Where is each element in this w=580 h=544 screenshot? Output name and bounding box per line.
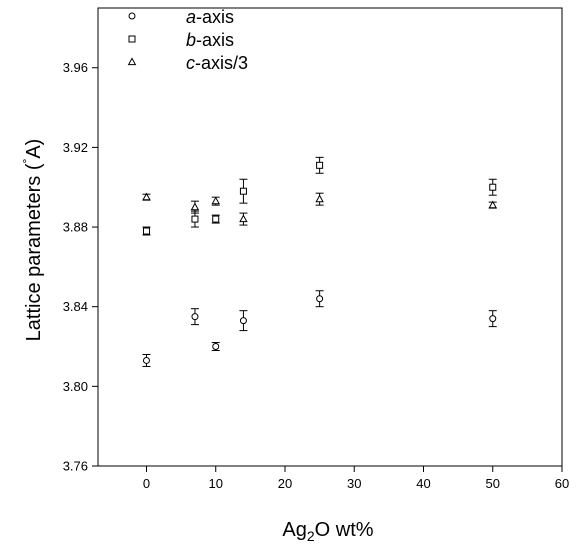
legend-marker-triangle <box>127 57 137 66</box>
axis-ticks <box>92 67 563 472</box>
data-point-circle <box>489 315 497 323</box>
plot-area-border <box>97 7 563 467</box>
plot-frame <box>97 7 563 467</box>
x-tick-label: 20 <box>278 476 292 491</box>
y-axis-title: Lattice parameters (°A) <box>20 139 45 342</box>
series-triangle <box>142 192 497 226</box>
data-series <box>142 156 497 367</box>
legend-marker-circle <box>128 12 136 20</box>
y-tick-label: 3.84 <box>63 299 88 314</box>
y-tick-label: 3.92 <box>63 140 88 155</box>
series-circle <box>142 290 497 367</box>
data-point-circle <box>212 343 220 351</box>
x-tick-label: 50 <box>486 476 500 491</box>
data-point-triangle <box>211 196 220 205</box>
data-point-triangle <box>142 192 151 201</box>
y-tick-label: 3.96 <box>63 60 88 75</box>
y-tick-label: 3.76 <box>63 459 88 474</box>
data-point-triangle <box>239 214 248 223</box>
data-point-circle <box>239 317 247 325</box>
data-point-square <box>212 215 220 223</box>
y-tick-label: 3.80 <box>63 379 88 394</box>
data-point-circle <box>191 313 199 321</box>
legend: a-axis b-axis c-axis/3 <box>127 7 248 73</box>
data-point-square <box>239 187 247 195</box>
x-axis-title: Ag2O wt% <box>282 519 373 544</box>
legend-label-square: b-axis <box>186 30 234 50</box>
data-point-triangle <box>488 200 497 209</box>
data-point-square <box>489 183 497 191</box>
data-point-square <box>191 215 199 223</box>
x-tick-label: 60 <box>555 476 569 491</box>
legend-marker-square <box>128 35 136 43</box>
data-point-triangle <box>315 194 324 203</box>
data-point-triangle <box>190 202 200 211</box>
legend-label-triangle: c-axis/3 <box>186 53 248 73</box>
legend-label-circle: a-axis <box>186 7 234 27</box>
x-tick-label: 10 <box>208 476 222 491</box>
data-point-circle <box>142 356 150 364</box>
x-tick-label: 40 <box>416 476 430 491</box>
data-point-circle <box>316 295 324 303</box>
x-tick-label: 0 <box>143 476 150 491</box>
data-point-square <box>142 227 150 235</box>
y-tick-label: 3.88 <box>63 220 88 235</box>
x-tick-label: 30 <box>347 476 361 491</box>
series-square <box>142 156 497 236</box>
tick-labels: 0 10 20 30 40 50 60 3.76 3.80 3.84 3.88 3.92 3.96 <box>63 60 570 491</box>
data-point-square <box>316 161 324 169</box>
